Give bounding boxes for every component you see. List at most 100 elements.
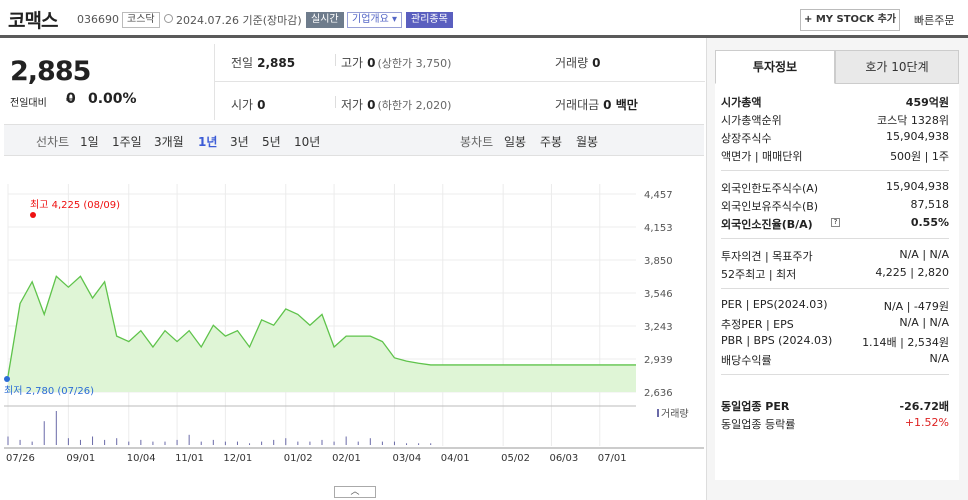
line-chart-label: 선차트 — [36, 135, 70, 149]
tab-orderbook[interactable]: 호가 10단계 — [835, 50, 959, 84]
y-tick-label: 2,939 — [644, 355, 673, 366]
period-5y[interactable]: 5년 — [262, 135, 281, 149]
volume-bar — [176, 439, 178, 445]
quick-order-link[interactable]: 빠른주문 — [914, 14, 955, 27]
volume-bar — [309, 441, 311, 445]
volume-bar — [369, 438, 371, 445]
volume-bar — [345, 436, 347, 445]
row-sector-per[interactable]: 동일업종 PER -26.72배 — [721, 400, 949, 413]
stat-amount: 거래대금 0 백만 — [555, 98, 638, 112]
candle-weekly[interactable]: 주봉 — [540, 135, 563, 149]
price-stats: 전일 2,885 고가 0 (상한가 3,750) 거래량 0 시가 0 저가 0 (하한가 … — [214, 44, 705, 120]
price-area — [8, 276, 636, 392]
current-price: 2,885 — [10, 56, 91, 87]
stat-high: 고가 0 (상한가 3,750) — [341, 56, 452, 70]
x-tick-label: 07/26 — [6, 453, 35, 464]
candle-daily[interactable]: 일봉 — [504, 135, 527, 149]
realtime-badge[interactable]: 실시간 — [306, 12, 344, 28]
x-tick-label: 01/02 — [284, 453, 313, 464]
candle-monthly[interactable]: 월봉 — [576, 135, 599, 149]
row-52w: 52주최고 | 최저 4,225 | 2,820 — [721, 266, 949, 281]
min-marker — [4, 376, 10, 382]
volume-bar — [393, 441, 395, 445]
row-foreign-limit: 외국인한도주식수(A) 15,904,938 — [721, 180, 949, 195]
row-per: PER | EPS(2024.03) N/A | -479원 — [721, 298, 949, 313]
price-chart-svg: 4,457 4,153 3,850 3,546 3,243 2,939 2,636 07/26… — [4, 184, 704, 464]
row-listed-shares: 상장주식수 15,904,938 — [721, 130, 949, 145]
row-foreign-ratio: 외국인소진율(B/A)? 0.55% — [721, 216, 949, 231]
change-value: 0 — [66, 91, 76, 107]
x-tick-label: 10/04 — [127, 453, 156, 464]
period-1y[interactable]: 1년 — [198, 135, 218, 149]
volume-bar — [55, 411, 57, 445]
row-sector-change[interactable]: 동일업종 등락률 +1.52% — [721, 416, 949, 431]
y-tick-label: 3,850 — [644, 256, 673, 267]
period-1d[interactable]: 1일 — [80, 135, 99, 149]
investment-info-panel: 투자정보 호가 10단계 시가총액 459억원 시가총액순위 코스닥 1328위 상… — [706, 38, 968, 500]
volume-bar — [188, 434, 190, 445]
y-tick-label: 2,636 — [644, 388, 673, 399]
volume-bar — [406, 443, 408, 445]
volume-bar — [430, 443, 432, 445]
x-tick-label: 07/01 — [598, 453, 627, 464]
volume-bar — [67, 438, 69, 445]
volume-bar — [19, 439, 21, 445]
stat-low: 저가 0 (하한가 2,020) — [341, 98, 452, 112]
volume-bar — [104, 439, 106, 445]
period-3y[interactable]: 3년 — [230, 135, 249, 149]
volume-bar — [31, 441, 33, 445]
period-10y[interactable]: 10년 — [294, 135, 321, 149]
volume-bar — [381, 441, 383, 445]
volume-bar — [357, 441, 359, 445]
row-opinion: 투자의견 | 목표주가 N/A | N/A — [721, 248, 949, 263]
flat-icon — [66, 98, 74, 101]
row-foreign-holdings: 외국인보유주식수(B) 87,518 — [721, 198, 949, 213]
row-cap-rank[interactable]: 시가총액순위 코스닥 1328위 — [721, 114, 949, 127]
candle-chart-label: 봉차트 — [460, 135, 494, 149]
max-label: 최고 4,225 (08/09) — [30, 199, 120, 211]
clock-icon — [164, 14, 173, 23]
volume-bar — [224, 441, 226, 445]
x-tick-label: 09/01 — [66, 453, 95, 464]
volume-bar — [164, 441, 166, 445]
row-market-cap: 시가총액 459억원 — [721, 96, 949, 109]
volume-bar — [236, 441, 238, 445]
x-tick-label: 05/02 — [501, 453, 530, 464]
stock-header: 코맥스 036690 코스닥 2024.07.26 기준(장마감) 실시간 기업… — [0, 0, 968, 38]
row-pbr: PBR | BPS (2024.03) 1.14배 | 2,534원 — [721, 334, 949, 349]
add-my-stock-button[interactable]: + MY STOCK 추가 — [800, 9, 900, 31]
expand-chart-button[interactable]: ︿ — [334, 486, 376, 498]
info-table: 시가총액 459억원 시가총액순위 코스닥 1328위 상장주식수 15,904,93… — [715, 84, 959, 480]
y-tick-label: 4,153 — [644, 223, 673, 234]
volume-bar — [249, 443, 251, 445]
period-3m[interactable]: 3개월 — [154, 135, 184, 149]
volume-bar — [321, 439, 323, 445]
change-label: 전일대비 — [10, 98, 47, 109]
stat-volume: 거래량 0 — [555, 56, 601, 70]
volume-bar — [7, 436, 9, 445]
tab-investment-info[interactable]: 투자정보 — [715, 50, 835, 84]
row-par-value: 액면가 | 매매단위 500원 | 1주 — [721, 150, 949, 163]
price-chart[interactable]: 4,457 4,153 3,850 3,546 3,243 2,939 2,636 07/26… — [4, 156, 704, 486]
period-1w[interactable]: 1주일 — [112, 135, 142, 149]
volume-bar — [261, 441, 263, 445]
x-tick-label: 02/01 — [332, 453, 361, 464]
volume-bar — [140, 439, 142, 445]
volume-bar — [285, 438, 287, 445]
volume-bar — [152, 441, 154, 445]
volume-bar — [333, 441, 335, 445]
company-overview-dropdown[interactable]: 기업개요 ▾ — [347, 12, 402, 28]
volume-legend-icon — [657, 409, 659, 417]
volume-bar — [200, 441, 202, 445]
managed-stock-badge: 관리종목 — [406, 12, 453, 28]
max-marker — [30, 212, 36, 218]
help-icon[interactable]: ? — [831, 218, 840, 227]
stat-open: 시가 0 — [231, 98, 266, 112]
row-est-per: 추정PER | EPS N/A | N/A — [721, 316, 949, 331]
price-line — [7, 275, 636, 377]
stock-name: 코맥스 — [8, 10, 58, 32]
volume-bar — [273, 439, 275, 445]
min-label: 최저 2,780 (07/26) — [4, 385, 94, 397]
volume-bar — [116, 438, 118, 445]
volume-bar — [43, 421, 45, 445]
